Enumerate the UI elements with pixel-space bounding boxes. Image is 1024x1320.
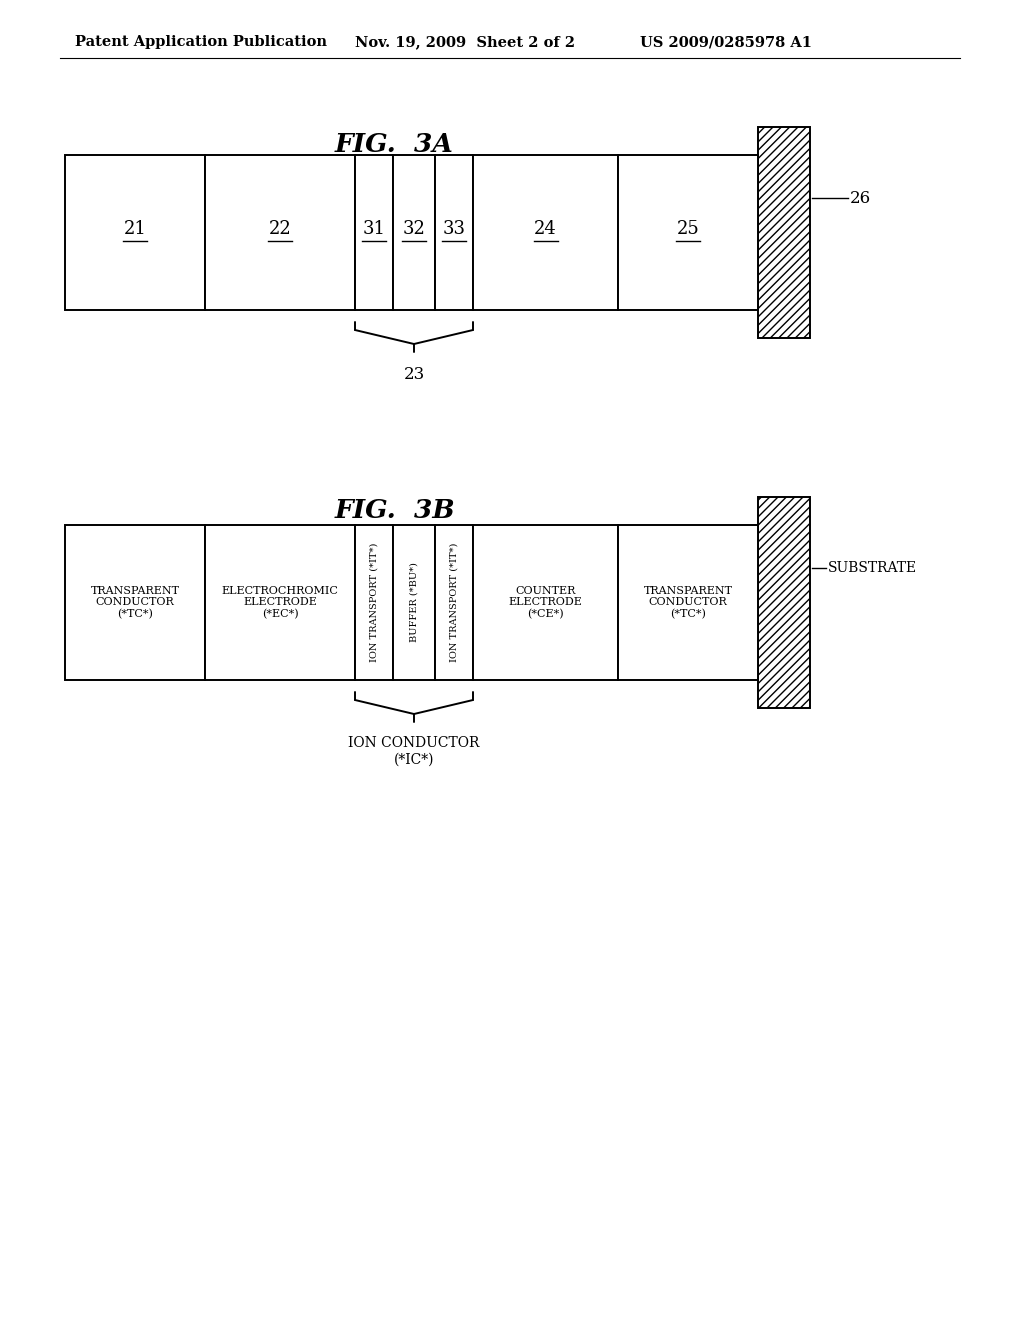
Bar xyxy=(618,154,758,310)
Text: 24: 24 xyxy=(535,219,557,238)
Bar xyxy=(435,525,473,680)
Text: 22: 22 xyxy=(268,219,292,238)
Text: 26: 26 xyxy=(850,190,871,207)
Bar xyxy=(473,154,618,310)
Text: 25: 25 xyxy=(677,219,699,238)
Text: 23: 23 xyxy=(403,366,425,383)
Bar xyxy=(758,498,810,708)
Bar xyxy=(205,525,355,680)
Bar xyxy=(473,525,618,680)
Text: BUFFER (*BU*): BUFFER (*BU*) xyxy=(410,562,419,643)
Bar xyxy=(435,154,473,310)
Bar xyxy=(758,127,810,338)
Text: COUNTER
ELECTRODE
(*CE*): COUNTER ELECTRODE (*CE*) xyxy=(509,586,583,619)
Text: 21: 21 xyxy=(124,219,146,238)
Text: ION TRANSPORT (*IT*): ION TRANSPORT (*IT*) xyxy=(450,543,459,663)
Bar xyxy=(205,154,355,310)
Bar xyxy=(65,154,205,310)
Text: TRANSPARENT
CONDUCTOR
(*TC*): TRANSPARENT CONDUCTOR (*TC*) xyxy=(643,586,732,619)
Bar xyxy=(65,525,205,680)
Text: Patent Application Publication: Patent Application Publication xyxy=(75,36,327,49)
Text: ION TRANSPORT (*IT*): ION TRANSPORT (*IT*) xyxy=(370,543,379,663)
Bar xyxy=(355,525,393,680)
Text: FIG.  3B: FIG. 3B xyxy=(335,498,456,523)
Text: SUBSTRATE: SUBSTRATE xyxy=(828,561,918,576)
Text: US 2009/0285978 A1: US 2009/0285978 A1 xyxy=(640,36,812,49)
Text: ELECTROCHROMIC
ELECTRODE
(*EC*): ELECTROCHROMIC ELECTRODE (*EC*) xyxy=(221,586,339,619)
Bar xyxy=(393,525,435,680)
Bar xyxy=(355,154,393,310)
Text: FIG.  3A: FIG. 3A xyxy=(335,132,454,157)
Text: 33: 33 xyxy=(442,219,466,238)
Text: ION CONDUCTOR
(*IC*): ION CONDUCTOR (*IC*) xyxy=(348,737,479,766)
Bar xyxy=(393,154,435,310)
Bar xyxy=(618,525,758,680)
Text: Nov. 19, 2009  Sheet 2 of 2: Nov. 19, 2009 Sheet 2 of 2 xyxy=(355,36,575,49)
Text: 32: 32 xyxy=(402,219,425,238)
Text: 31: 31 xyxy=(362,219,385,238)
Text: TRANSPARENT
CONDUCTOR
(*TC*): TRANSPARENT CONDUCTOR (*TC*) xyxy=(90,586,179,619)
